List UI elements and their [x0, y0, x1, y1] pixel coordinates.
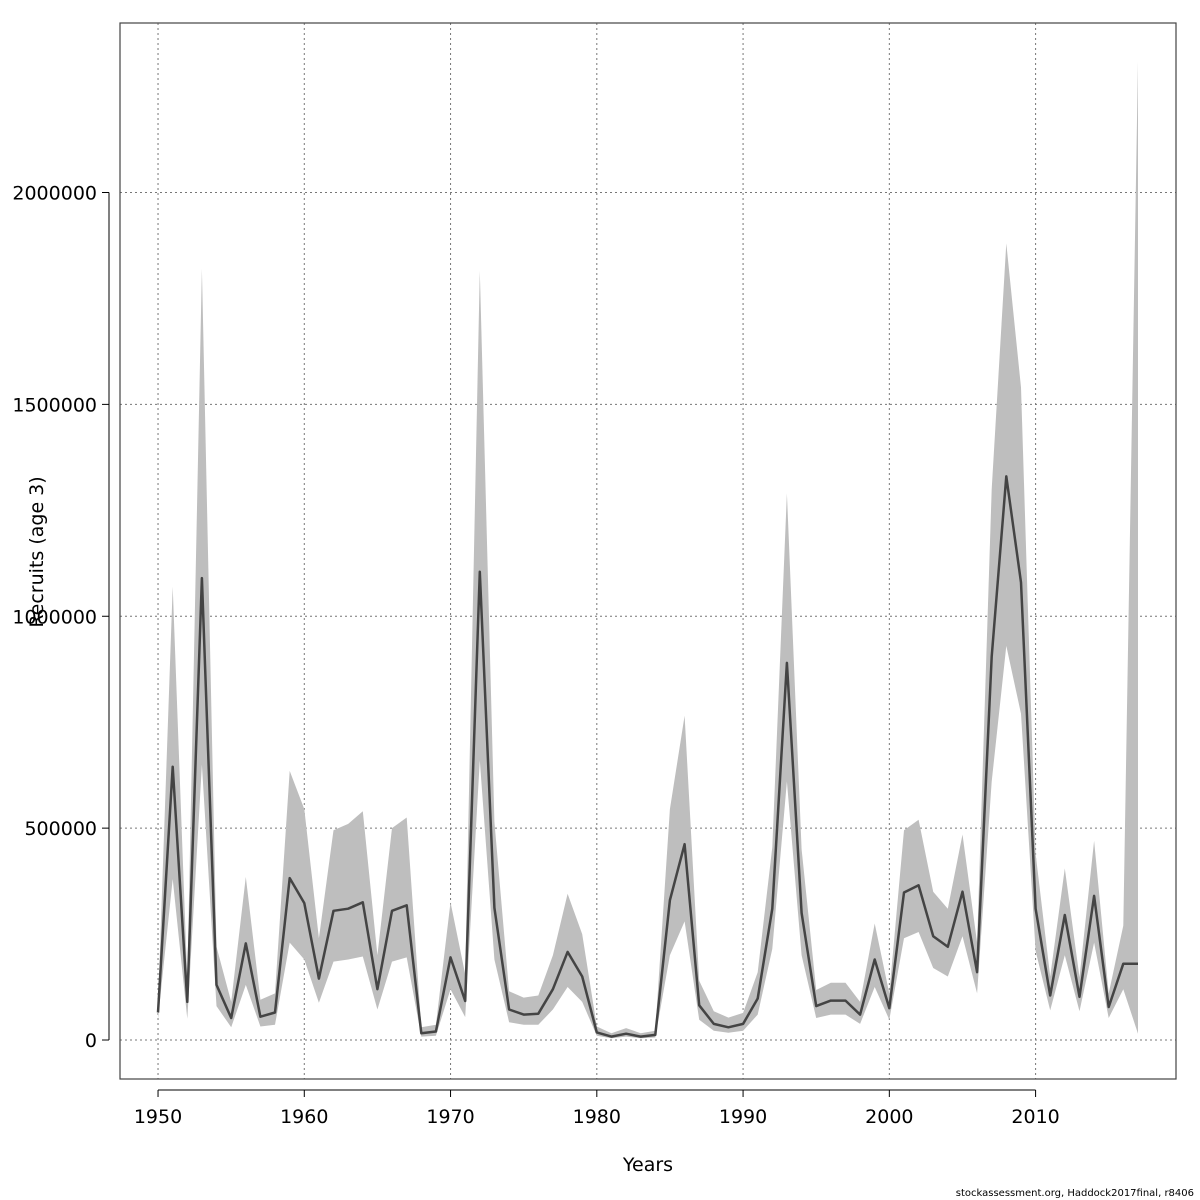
- y-tick-label: 1500000: [12, 394, 97, 416]
- y-tick-label: 2000000: [12, 183, 97, 205]
- y-axis: 0 500000 1000000 1500000 2000000: [12, 183, 110, 1052]
- estimate-line-group: [156, 475, 1138, 1038]
- y-axis-title: Recruits (age 3): [26, 476, 48, 627]
- x-axis-title: Years: [622, 1154, 673, 1176]
- credit-footer: stockassessment.org, Haddock2017final, r…: [955, 1188, 1194, 1199]
- y-tick-label: 500000: [24, 818, 97, 840]
- x-tick-label: 1990: [719, 1106, 767, 1128]
- x-axis: 1950 1960 1970 1980 1990 2000 2010: [134, 1089, 1060, 1128]
- x-tick-label: 1950: [134, 1106, 182, 1128]
- y-tick-label: 0: [85, 1030, 97, 1052]
- plot-frame: [119, 22, 1177, 1080]
- x-tick-label: 1970: [426, 1106, 474, 1128]
- y-tick-label: 1000000: [12, 606, 97, 628]
- x-tick-label: 2000: [865, 1106, 913, 1128]
- estimate-line: [156, 475, 1138, 1038]
- x-tick-label: 1980: [573, 1106, 621, 1128]
- x-tick-label: 2010: [1011, 1106, 1059, 1128]
- x-tick-label: 1960: [280, 1106, 328, 1128]
